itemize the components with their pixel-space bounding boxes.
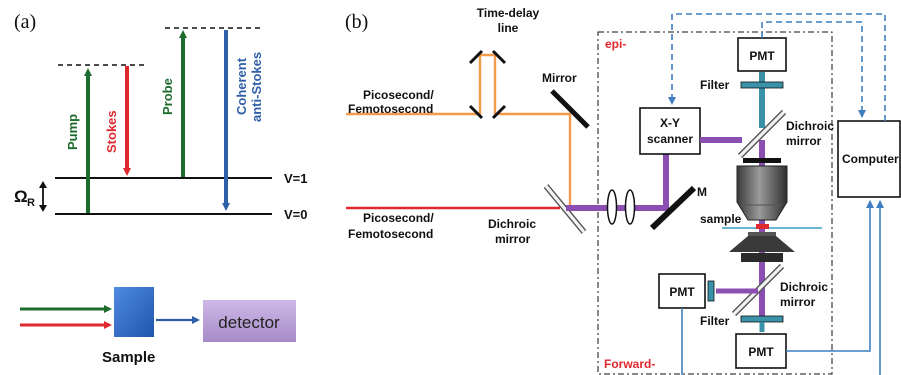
delay-mirror-3 [468,104,484,120]
pmt-bottom [735,333,787,369]
filter-bottom [740,315,784,323]
level-v0-label: V=0 [284,207,308,222]
pmt-top [737,37,787,72]
panel-b-label: (b) [345,11,368,33]
delay-mirror-2 [491,49,507,65]
delay-mirror-1 [468,49,484,65]
detector-label: detector [218,313,280,332]
scanner-label-line1: X-Y [660,116,680,130]
time-delay-label-line1: Time-delay [477,6,540,20]
lens-2 [624,189,636,225]
dichroic-top-label-line1: Dichroic [786,119,834,133]
omega-arrow-down [39,205,47,212]
epi-label: epi- [605,37,626,51]
orange-pump-beam [346,53,572,212]
panel-b: (b) epi- Forward- M X-Y scanner [345,6,901,375]
omega-symbol: Ω [14,187,28,206]
pump-label: Pump [65,114,80,150]
omega-subscript: R [27,197,35,209]
source-bottom-label-line2: Femotosecond [348,227,433,241]
m-mirror [649,185,697,231]
filter-top-label: Filter [700,78,730,92]
scanner-label-line2: scanner [647,132,693,146]
dichroic-left-label-line1: Dichroic [488,217,536,231]
sample-spot [756,224,769,229]
dichroic-bottom-label-line1: Dichroic [780,280,828,294]
source-top-label-line1: Picosecond/ [363,88,434,102]
omega-arrow-up [39,181,47,188]
computer-box [837,120,901,198]
lens-1 [606,189,618,225]
mirror [550,89,590,129]
dichroic-bottom-label-line2: mirror [780,295,816,309]
filter-bottom-label: Filter [700,314,730,328]
pmt-top-to-computer-wire [761,21,866,118]
dichroic-top-label-line2: mirror [786,134,822,148]
pmt-bottom-label: PMT [748,345,774,359]
m-label: M [697,185,707,199]
source-top-label-line2: Femotosecond [348,102,433,116]
condenser [729,236,795,252]
detector-box [203,300,296,342]
panel-a: (a) V=1 V=0 Pump Stokes Probe Coherent a… [14,11,308,366]
probe-label: Probe [160,78,175,115]
level-v1-label: V=1 [284,171,308,186]
panel-a-label: (a) [14,11,36,33]
computer-to-scanner-wire [668,13,886,121]
sample-box [114,287,154,337]
microscope-enclosure [597,31,833,375]
filter-mid [707,280,715,302]
sample-caption: Sample [102,349,155,366]
mirror-label: Mirror [542,71,577,85]
pmt-top-label: PMT [749,49,775,63]
sample-label: sample [700,212,742,226]
pmt-mid [658,273,706,309]
objective-lens [736,165,788,221]
coherent-label-line1: Coherent [234,57,249,115]
computer-label: Computer [842,152,899,166]
forward-label: Forward- [604,357,655,371]
pmt-mid-label: PMT [669,285,695,299]
coherent-label-line2: anti-Stokes [249,52,264,122]
pmt-bottom-to-computer-wire [786,200,874,352]
xy-scanner [639,107,701,155]
source-bottom-label-line1: Picosecond/ [363,211,434,225]
time-delay-label-line2: line [498,21,519,35]
dichroic-left-label-line2: mirror [495,232,531,246]
delay-mirror-4 [491,104,507,120]
filter-top [740,81,784,89]
stokes-label: Stokes [104,110,119,153]
